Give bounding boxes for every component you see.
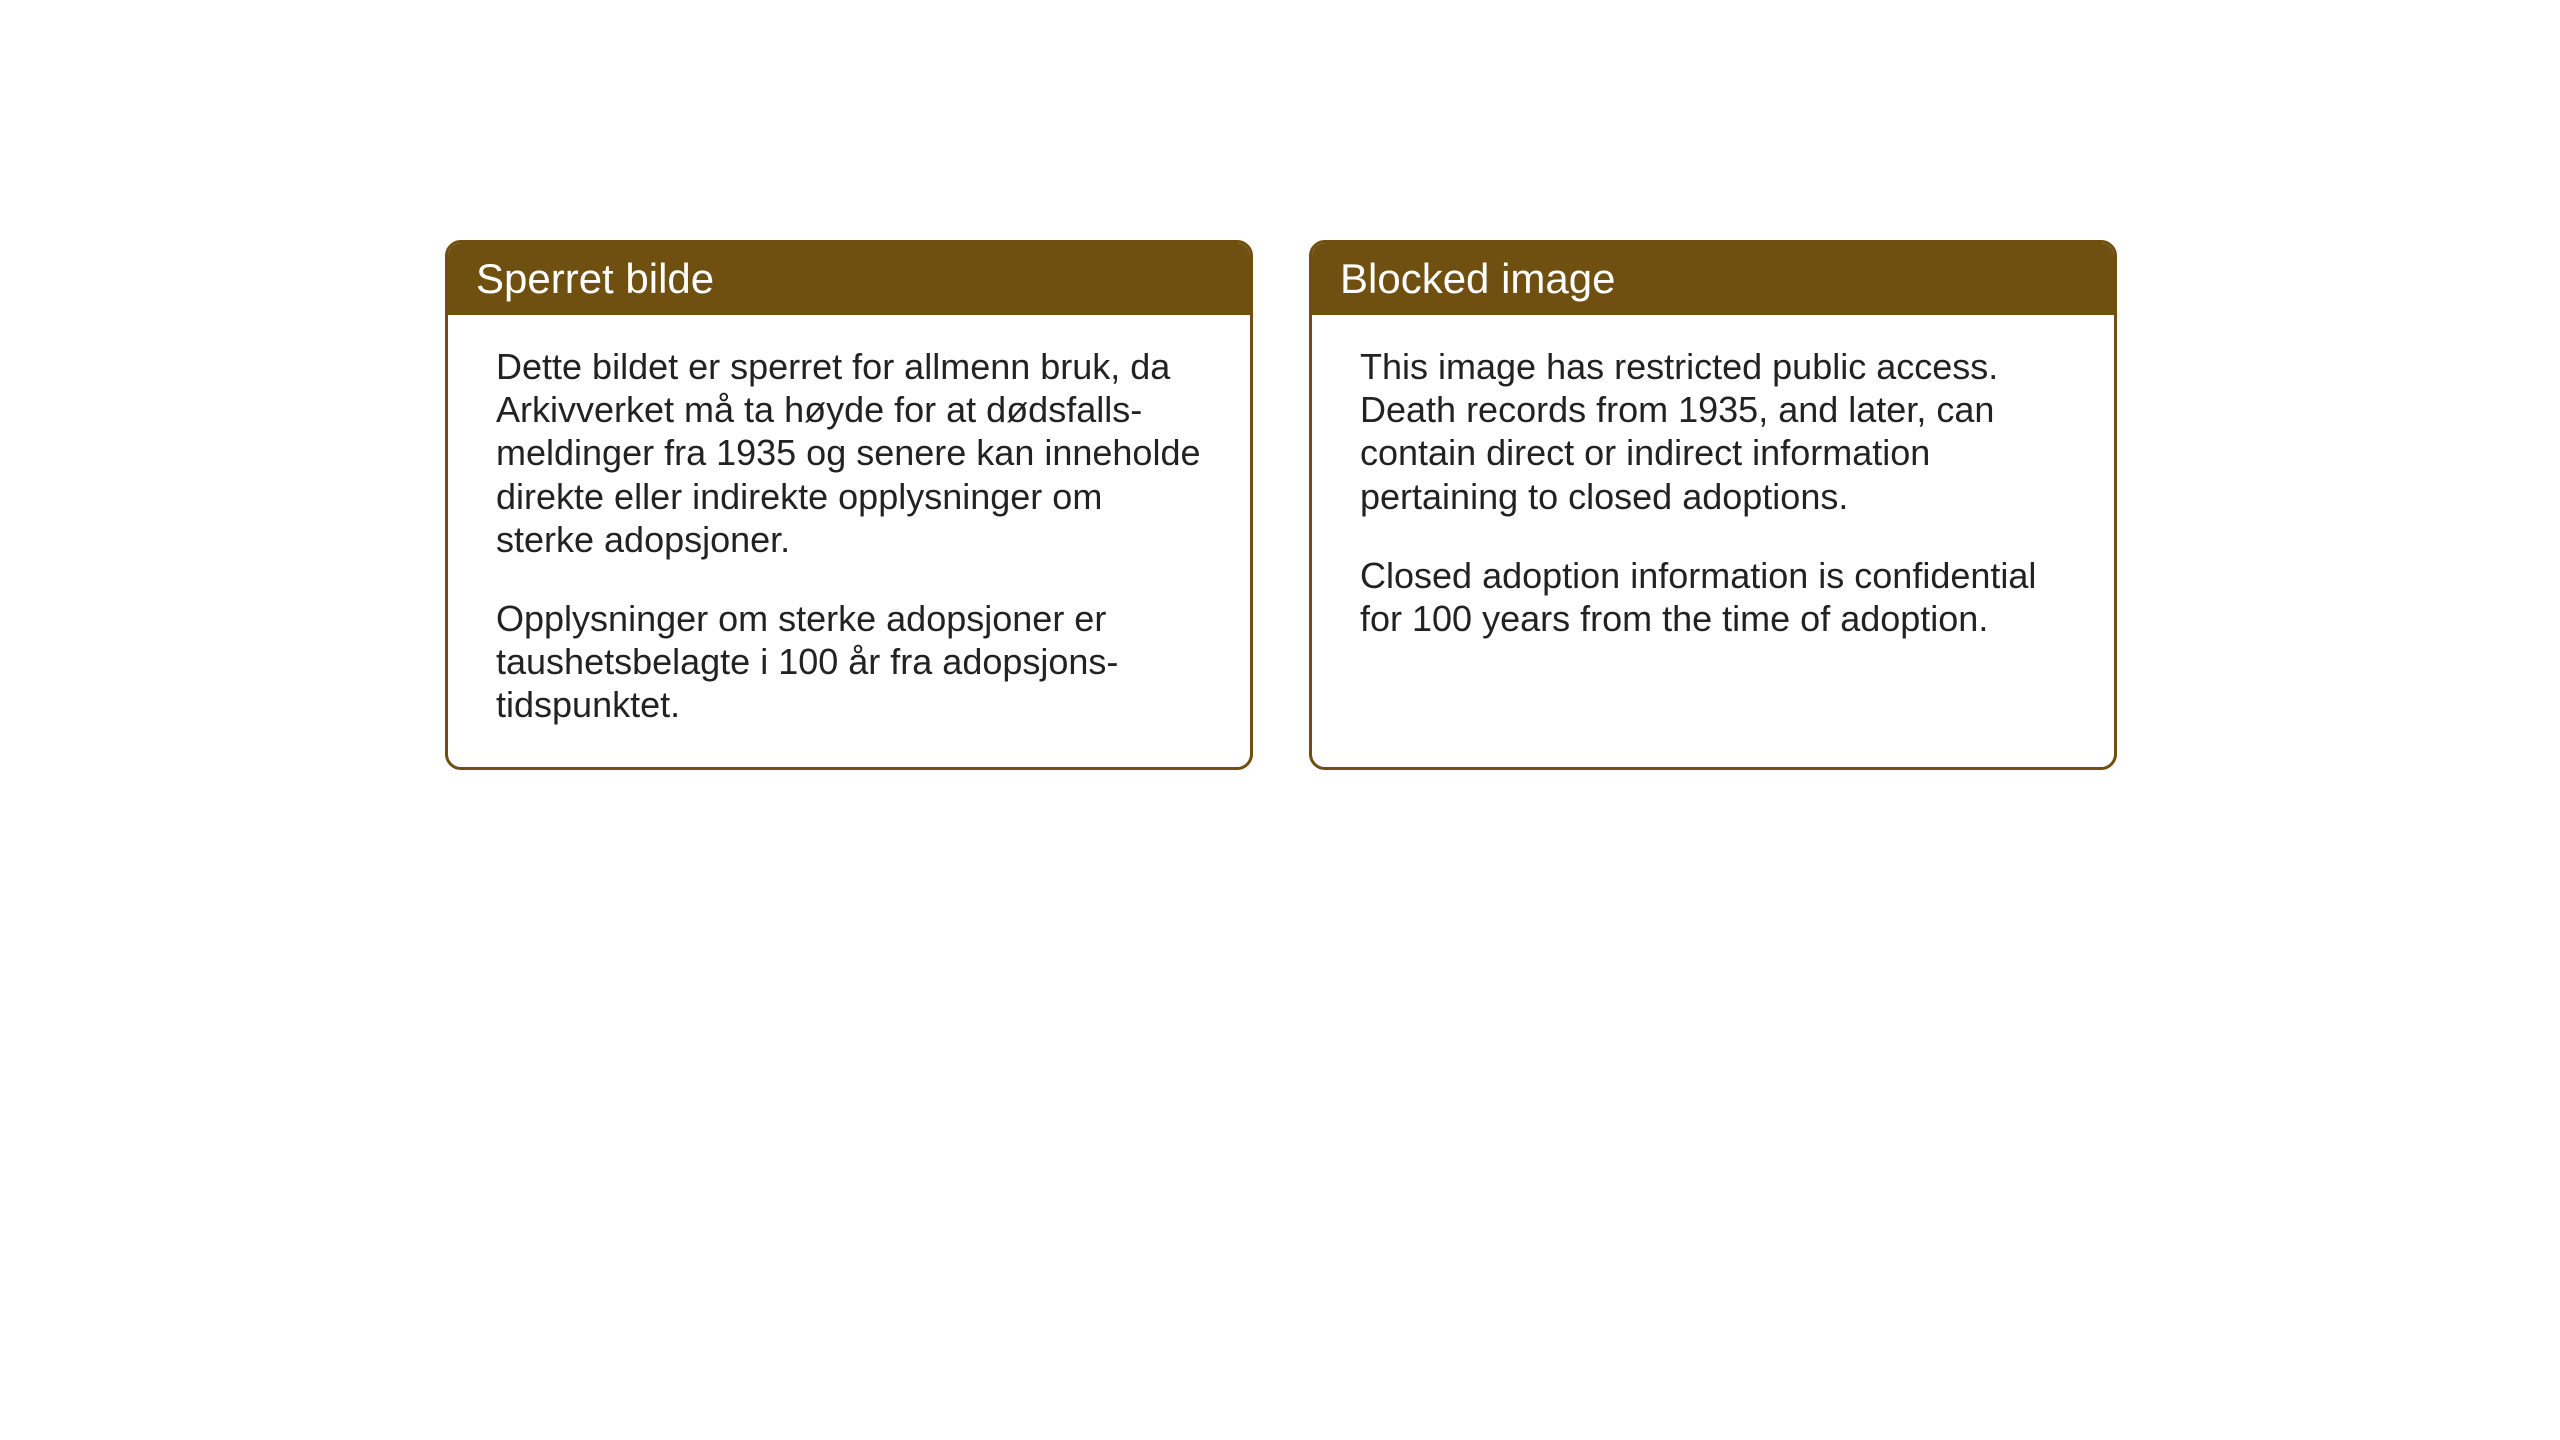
norwegian-paragraph-1: Dette bildet er sperret for allmenn bruk…: [496, 345, 1202, 561]
english-paragraph-2: Closed adoption information is confident…: [1360, 554, 2066, 640]
cards-container: Sperret bilde Dette bildet er sperret fo…: [445, 240, 2117, 770]
norwegian-card-title: Sperret bilde: [448, 243, 1250, 315]
norwegian-card-body: Dette bildet er sperret for allmenn bruk…: [448, 315, 1250, 767]
english-card: Blocked image This image has restricted …: [1309, 240, 2117, 770]
english-card-body: This image has restricted public access.…: [1312, 315, 2114, 680]
norwegian-card: Sperret bilde Dette bildet er sperret fo…: [445, 240, 1253, 770]
norwegian-paragraph-2: Opplysninger om sterke adopsjoner er tau…: [496, 597, 1202, 727]
english-card-title: Blocked image: [1312, 243, 2114, 315]
english-paragraph-1: This image has restricted public access.…: [1360, 345, 2066, 518]
